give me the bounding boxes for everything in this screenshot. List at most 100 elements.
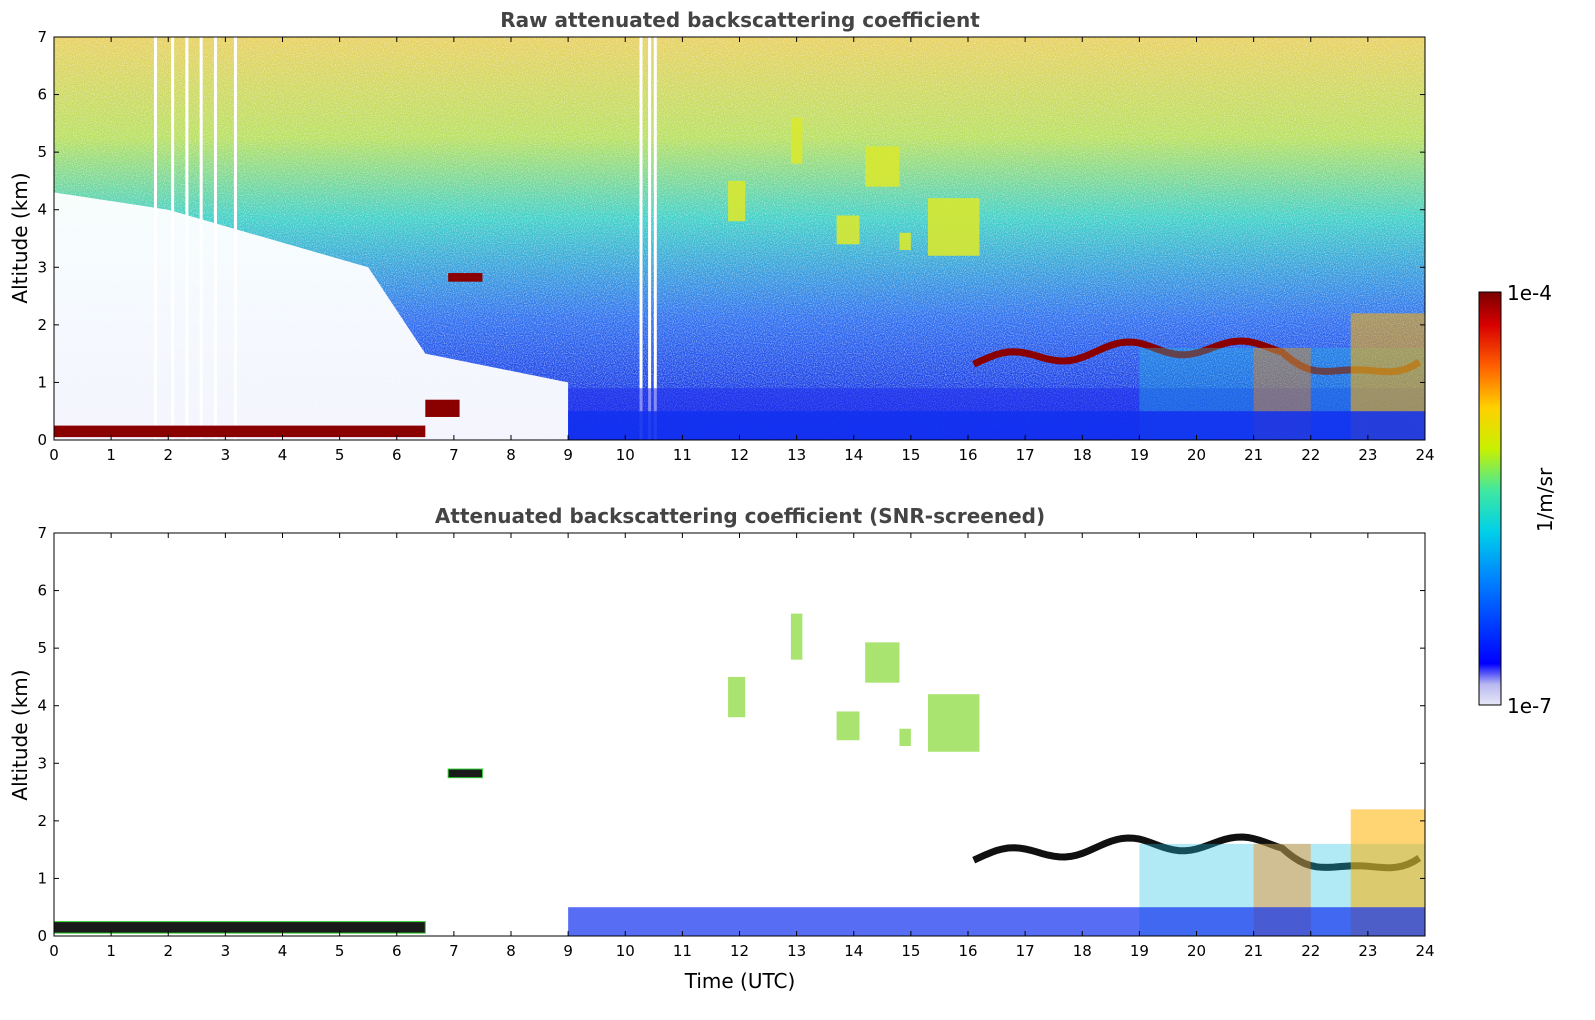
xtick-label: 8	[506, 942, 516, 960]
xtick-label: 24	[1415, 942, 1434, 960]
xtick-label: 9	[563, 942, 573, 960]
panel1-ylabel: Altitude (km)	[8, 172, 32, 303]
xtick-label: 11	[673, 942, 692, 960]
cirrus-patch	[790, 117, 803, 164]
ytick-label: 7	[37, 28, 47, 46]
ytick-label: 0	[37, 927, 47, 945]
cirrus-patch	[899, 232, 911, 251]
xtick-label: 22	[1301, 446, 1320, 464]
ytick-label: 6	[37, 86, 47, 104]
panel1-heatmap	[54, 37, 1425, 440]
xtick-label: 10	[616, 446, 635, 464]
xtick-label: 17	[1016, 446, 1035, 464]
xtick-label: 3	[221, 942, 231, 960]
xtick-label: 23	[1358, 446, 1377, 464]
cirrus-patch	[865, 642, 900, 683]
xtick-label: 17	[1016, 942, 1035, 960]
panel2-xlabel: Time (UTC)	[684, 969, 796, 993]
xtick-label: 9	[563, 446, 573, 464]
panel-raw: Raw attenuated backscattering coefficien…	[8, 8, 1435, 464]
colorbar-units: 1/m/sr	[1533, 467, 1557, 532]
xtick-label: 20	[1187, 446, 1206, 464]
xtick-label: 14	[844, 446, 863, 464]
panel1-dropout	[653, 37, 657, 440]
xtick-label: 13	[787, 942, 806, 960]
xtick-label: 24	[1415, 446, 1434, 464]
panel1-dropout	[648, 37, 652, 440]
xtick-label: 7	[449, 446, 459, 464]
elevated-aerosol	[448, 273, 483, 282]
cloud-top-line	[972, 337, 1422, 376]
ytick-label: 5	[37, 639, 47, 657]
panel1-noise-overlay	[54, 37, 1425, 440]
panel1-dropout	[171, 37, 175, 440]
xtick-label: 1	[106, 942, 116, 960]
cirrus-patch	[836, 215, 860, 245]
xtick-label: 7	[449, 942, 459, 960]
cirrus-patch	[865, 146, 900, 187]
surface-layer	[54, 425, 426, 438]
ytick-label: 5	[37, 143, 47, 161]
ytick-label: 2	[37, 812, 47, 830]
ytick-label: 1	[37, 869, 47, 887]
ytick-label: 2	[37, 316, 47, 334]
ytick-label: 1	[37, 373, 47, 391]
xtick-label: 2	[163, 446, 173, 464]
xtick-label: 20	[1187, 942, 1206, 960]
xtick-label: 6	[392, 942, 402, 960]
ytick-label: 7	[37, 524, 47, 542]
cirrus-patch	[836, 711, 860, 741]
xtick-label: 15	[901, 446, 920, 464]
cirrus-patch	[728, 180, 746, 222]
cirrus-patch	[928, 198, 980, 256]
ytick-label: 6	[37, 582, 47, 600]
xtick-label: 13	[787, 446, 806, 464]
cirrus-patch	[728, 676, 746, 718]
xtick-label: 10	[616, 942, 635, 960]
xtick-label: 19	[1130, 446, 1149, 464]
cirrus-patch	[790, 613, 803, 660]
xtick-label: 23	[1358, 942, 1377, 960]
elevated-aerosol	[447, 768, 483, 779]
ytick-label: 4	[37, 697, 47, 715]
ytick-label: 3	[37, 754, 47, 772]
panel1-dropout	[639, 37, 643, 440]
xtick-label: 2	[163, 942, 173, 960]
boundary-layer	[568, 411, 1425, 440]
xtick-label: 18	[1073, 942, 1092, 960]
xtick-label: 12	[730, 942, 749, 960]
xtick-label: 12	[730, 446, 749, 464]
panel1-dropout	[199, 37, 203, 440]
xtick-label: 8	[506, 446, 516, 464]
xtick-label: 3	[221, 446, 231, 464]
colorbar-max-label: 1e-4	[1507, 281, 1552, 305]
xtick-label: 0	[49, 446, 59, 464]
surface-layer	[54, 921, 426, 934]
cirrus-patch	[928, 694, 980, 752]
xtick-label: 4	[278, 446, 288, 464]
residual-layer	[425, 399, 460, 417]
xtick-label: 19	[1130, 942, 1149, 960]
colorbar-gradient	[1478, 291, 1502, 706]
ytick-label: 4	[37, 201, 47, 219]
xtick-label: 16	[958, 446, 977, 464]
xtick-label: 22	[1301, 942, 1320, 960]
panel1-dropout	[233, 37, 237, 440]
xtick-label: 0	[49, 942, 59, 960]
colorbar: 1e-4 1e-7 1/m/sr	[1478, 281, 1557, 718]
panel1-dropout	[185, 37, 189, 440]
panel1-dropout	[153, 37, 157, 440]
xtick-label: 21	[1244, 942, 1263, 960]
xtick-label: 16	[958, 942, 977, 960]
panel2-heatmap	[54, 613, 1425, 936]
panel1-title: Raw attenuated backscattering coefficien…	[500, 8, 980, 32]
xtick-label: 18	[1073, 446, 1092, 464]
panel2-ylabel: Altitude (km)	[8, 669, 32, 800]
xtick-label: 4	[278, 942, 288, 960]
xtick-label: 1	[106, 446, 116, 464]
xtick-label: 15	[901, 942, 920, 960]
colorbar-min-label: 1e-7	[1507, 694, 1552, 718]
